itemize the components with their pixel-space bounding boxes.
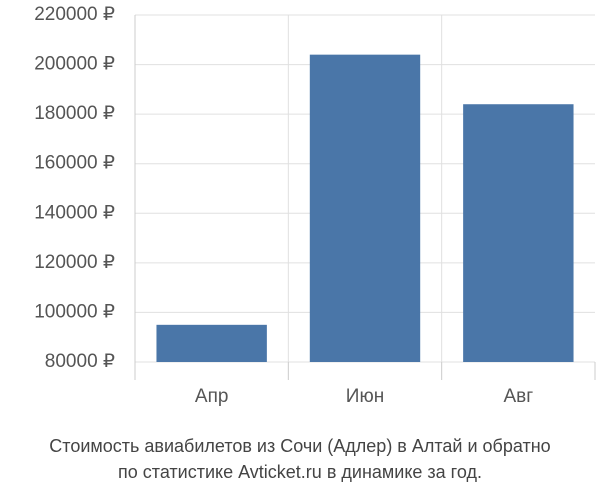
y-tick-label: 100000 ₽ xyxy=(34,301,115,322)
chart-title: по статистике Avticket.ru в динамике за … xyxy=(118,462,482,482)
y-tick-label: 180000 ₽ xyxy=(34,103,115,124)
y-tick-label: 200000 ₽ xyxy=(34,54,115,75)
y-tick-label: 220000 ₽ xyxy=(34,4,115,25)
bar xyxy=(309,54,421,363)
bar xyxy=(156,324,267,362)
y-tick-label: 140000 ₽ xyxy=(34,202,115,223)
x-tick-label: Июн xyxy=(346,386,384,407)
y-tick-label: 160000 ₽ xyxy=(34,153,115,174)
bar xyxy=(463,104,574,362)
chart-title: Стоимость авиабилетов из Сочи (Адлер) в … xyxy=(49,436,550,456)
y-tick-label: 120000 ₽ xyxy=(34,252,115,273)
y-tick-label: 80000 ₽ xyxy=(45,351,115,372)
x-tick-label: Авг xyxy=(503,386,533,407)
x-tick-label: Апр xyxy=(195,386,229,407)
